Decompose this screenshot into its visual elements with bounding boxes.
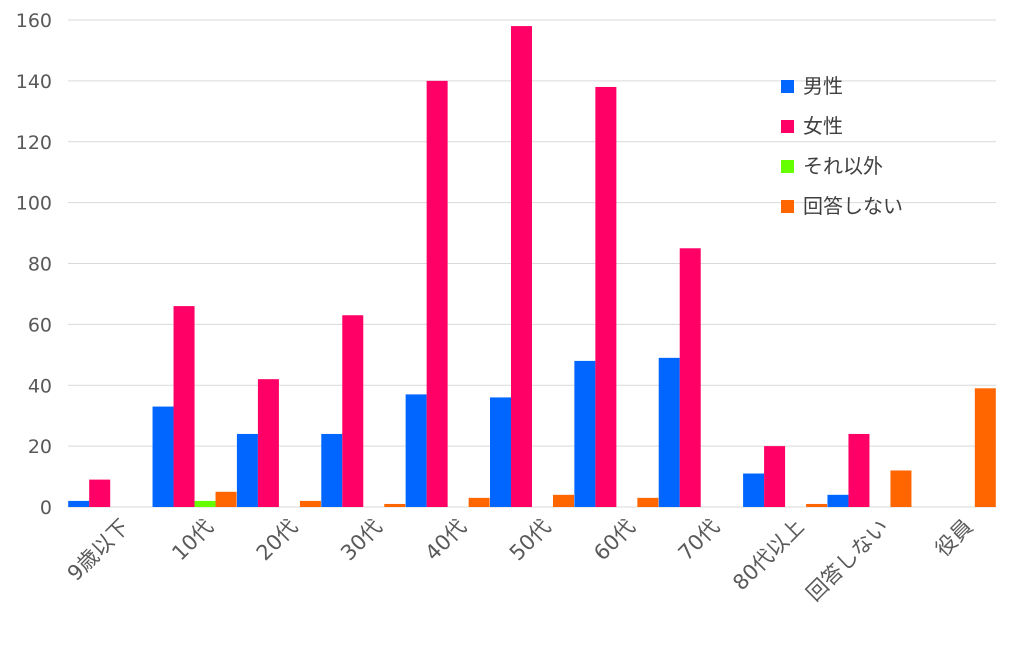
x-category-label: 50代 — [505, 515, 556, 566]
x-category-label: 70代 — [674, 515, 725, 566]
bar-2-7 — [595, 86, 617, 508]
y-tick-label: 100 — [16, 193, 52, 215]
bar-2-8 — [679, 248, 701, 507]
bar-4-7 — [637, 497, 659, 507]
bar-2-1 — [89, 479, 111, 507]
legend-swatch — [781, 160, 794, 173]
bar-3-2 — [194, 500, 216, 507]
x-category-label: 60代 — [589, 515, 640, 566]
bars — [68, 26, 996, 508]
x-category-label: 80代以上 — [728, 515, 808, 595]
bar-4-9 — [806, 503, 828, 507]
bar-4-6 — [553, 494, 574, 507]
bar-1-8 — [658, 357, 680, 507]
legend-label: 回答しない — [803, 194, 903, 218]
bar-2-6 — [511, 26, 532, 508]
bar-4-3 — [299, 500, 321, 507]
bar-1-6 — [490, 397, 511, 507]
bar-1-7 — [574, 360, 596, 507]
bar-2-3 — [257, 379, 279, 507]
bar-1-10 — [827, 494, 849, 507]
y-axis-ticks: 0 20 40 60 80 100 120 140 160 — [16, 10, 52, 519]
y-tick-label: 80 — [28, 254, 52, 276]
x-category-label: 30代 — [336, 515, 387, 566]
bar-1-2 — [152, 406, 174, 507]
legend-swatch — [781, 120, 794, 133]
y-tick-label: 20 — [28, 436, 52, 458]
bar-2-10 — [848, 433, 870, 507]
bar-4-10 — [890, 470, 912, 507]
x-category-label: 40代 — [420, 515, 471, 566]
legend-label: 男性 — [803, 74, 843, 98]
bar-2-9 — [764, 446, 786, 507]
bar-2-2 — [173, 306, 195, 507]
x-category-label: 回答しない — [802, 515, 893, 606]
y-tick-label: 60 — [28, 314, 52, 336]
bar-1-3 — [236, 433, 258, 507]
legend-label: 女性 — [803, 114, 843, 138]
bar-1-4 — [321, 433, 343, 507]
bar-2-4 — [342, 315, 364, 507]
bar-1-1 — [68, 500, 90, 507]
bar-1-9 — [743, 473, 765, 507]
bar-4-2 — [215, 491, 237, 507]
y-tick-label: 40 — [28, 375, 52, 397]
x-category-label: 20代 — [252, 515, 303, 566]
legend-swatch — [781, 80, 794, 93]
x-category-label: 9歳以下 — [63, 515, 134, 586]
x-category-label: 役員 — [931, 515, 978, 562]
bar-4-4 — [384, 503, 406, 507]
y-tick-label: 0 — [40, 497, 52, 519]
bar-4-5 — [468, 497, 490, 507]
legend-swatch — [781, 200, 794, 213]
bar-1-5 — [405, 394, 427, 507]
y-tick-label: 160 — [16, 10, 52, 32]
y-tick-label: 140 — [16, 71, 52, 93]
legend-label: それ以外 — [803, 154, 883, 178]
bar-4-11 — [974, 388, 996, 507]
bar-2-5 — [426, 80, 448, 507]
x-category-label: 10代 — [167, 515, 218, 566]
y-tick-label: 120 — [16, 132, 52, 154]
